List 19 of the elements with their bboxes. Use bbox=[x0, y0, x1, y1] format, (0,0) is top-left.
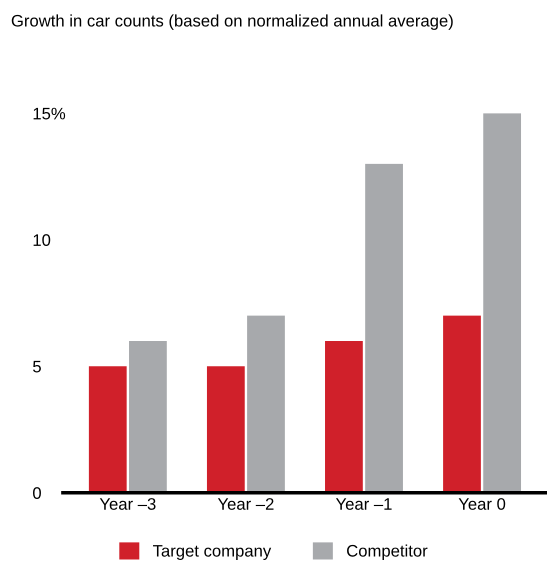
bar bbox=[88, 366, 127, 493]
bar bbox=[325, 340, 363, 493]
bar bbox=[443, 316, 481, 493]
y-tick-label: 5 bbox=[33, 360, 41, 372]
x-tick-label: Year –1 bbox=[336, 498, 392, 510]
x-tick-label: Year –3 bbox=[100, 498, 156, 510]
y-tick-label: 15% bbox=[34, 108, 66, 120]
bar bbox=[206, 366, 245, 493]
chart-title: Growth in car counts (based on normalized annual average) bbox=[12, 14, 453, 30]
y-tick-label: 0 bbox=[33, 487, 41, 499]
bar bbox=[365, 164, 403, 493]
x-tick-label: Year 0 bbox=[458, 498, 506, 510]
bar bbox=[129, 340, 167, 493]
bar bbox=[247, 316, 285, 493]
legend-label: Target company bbox=[153, 545, 272, 560]
x-tick-label: Year –2 bbox=[218, 498, 274, 510]
y-tick-label: 10 bbox=[34, 234, 50, 246]
bar bbox=[483, 113, 522, 493]
legend-label: Competitor bbox=[347, 544, 428, 560]
